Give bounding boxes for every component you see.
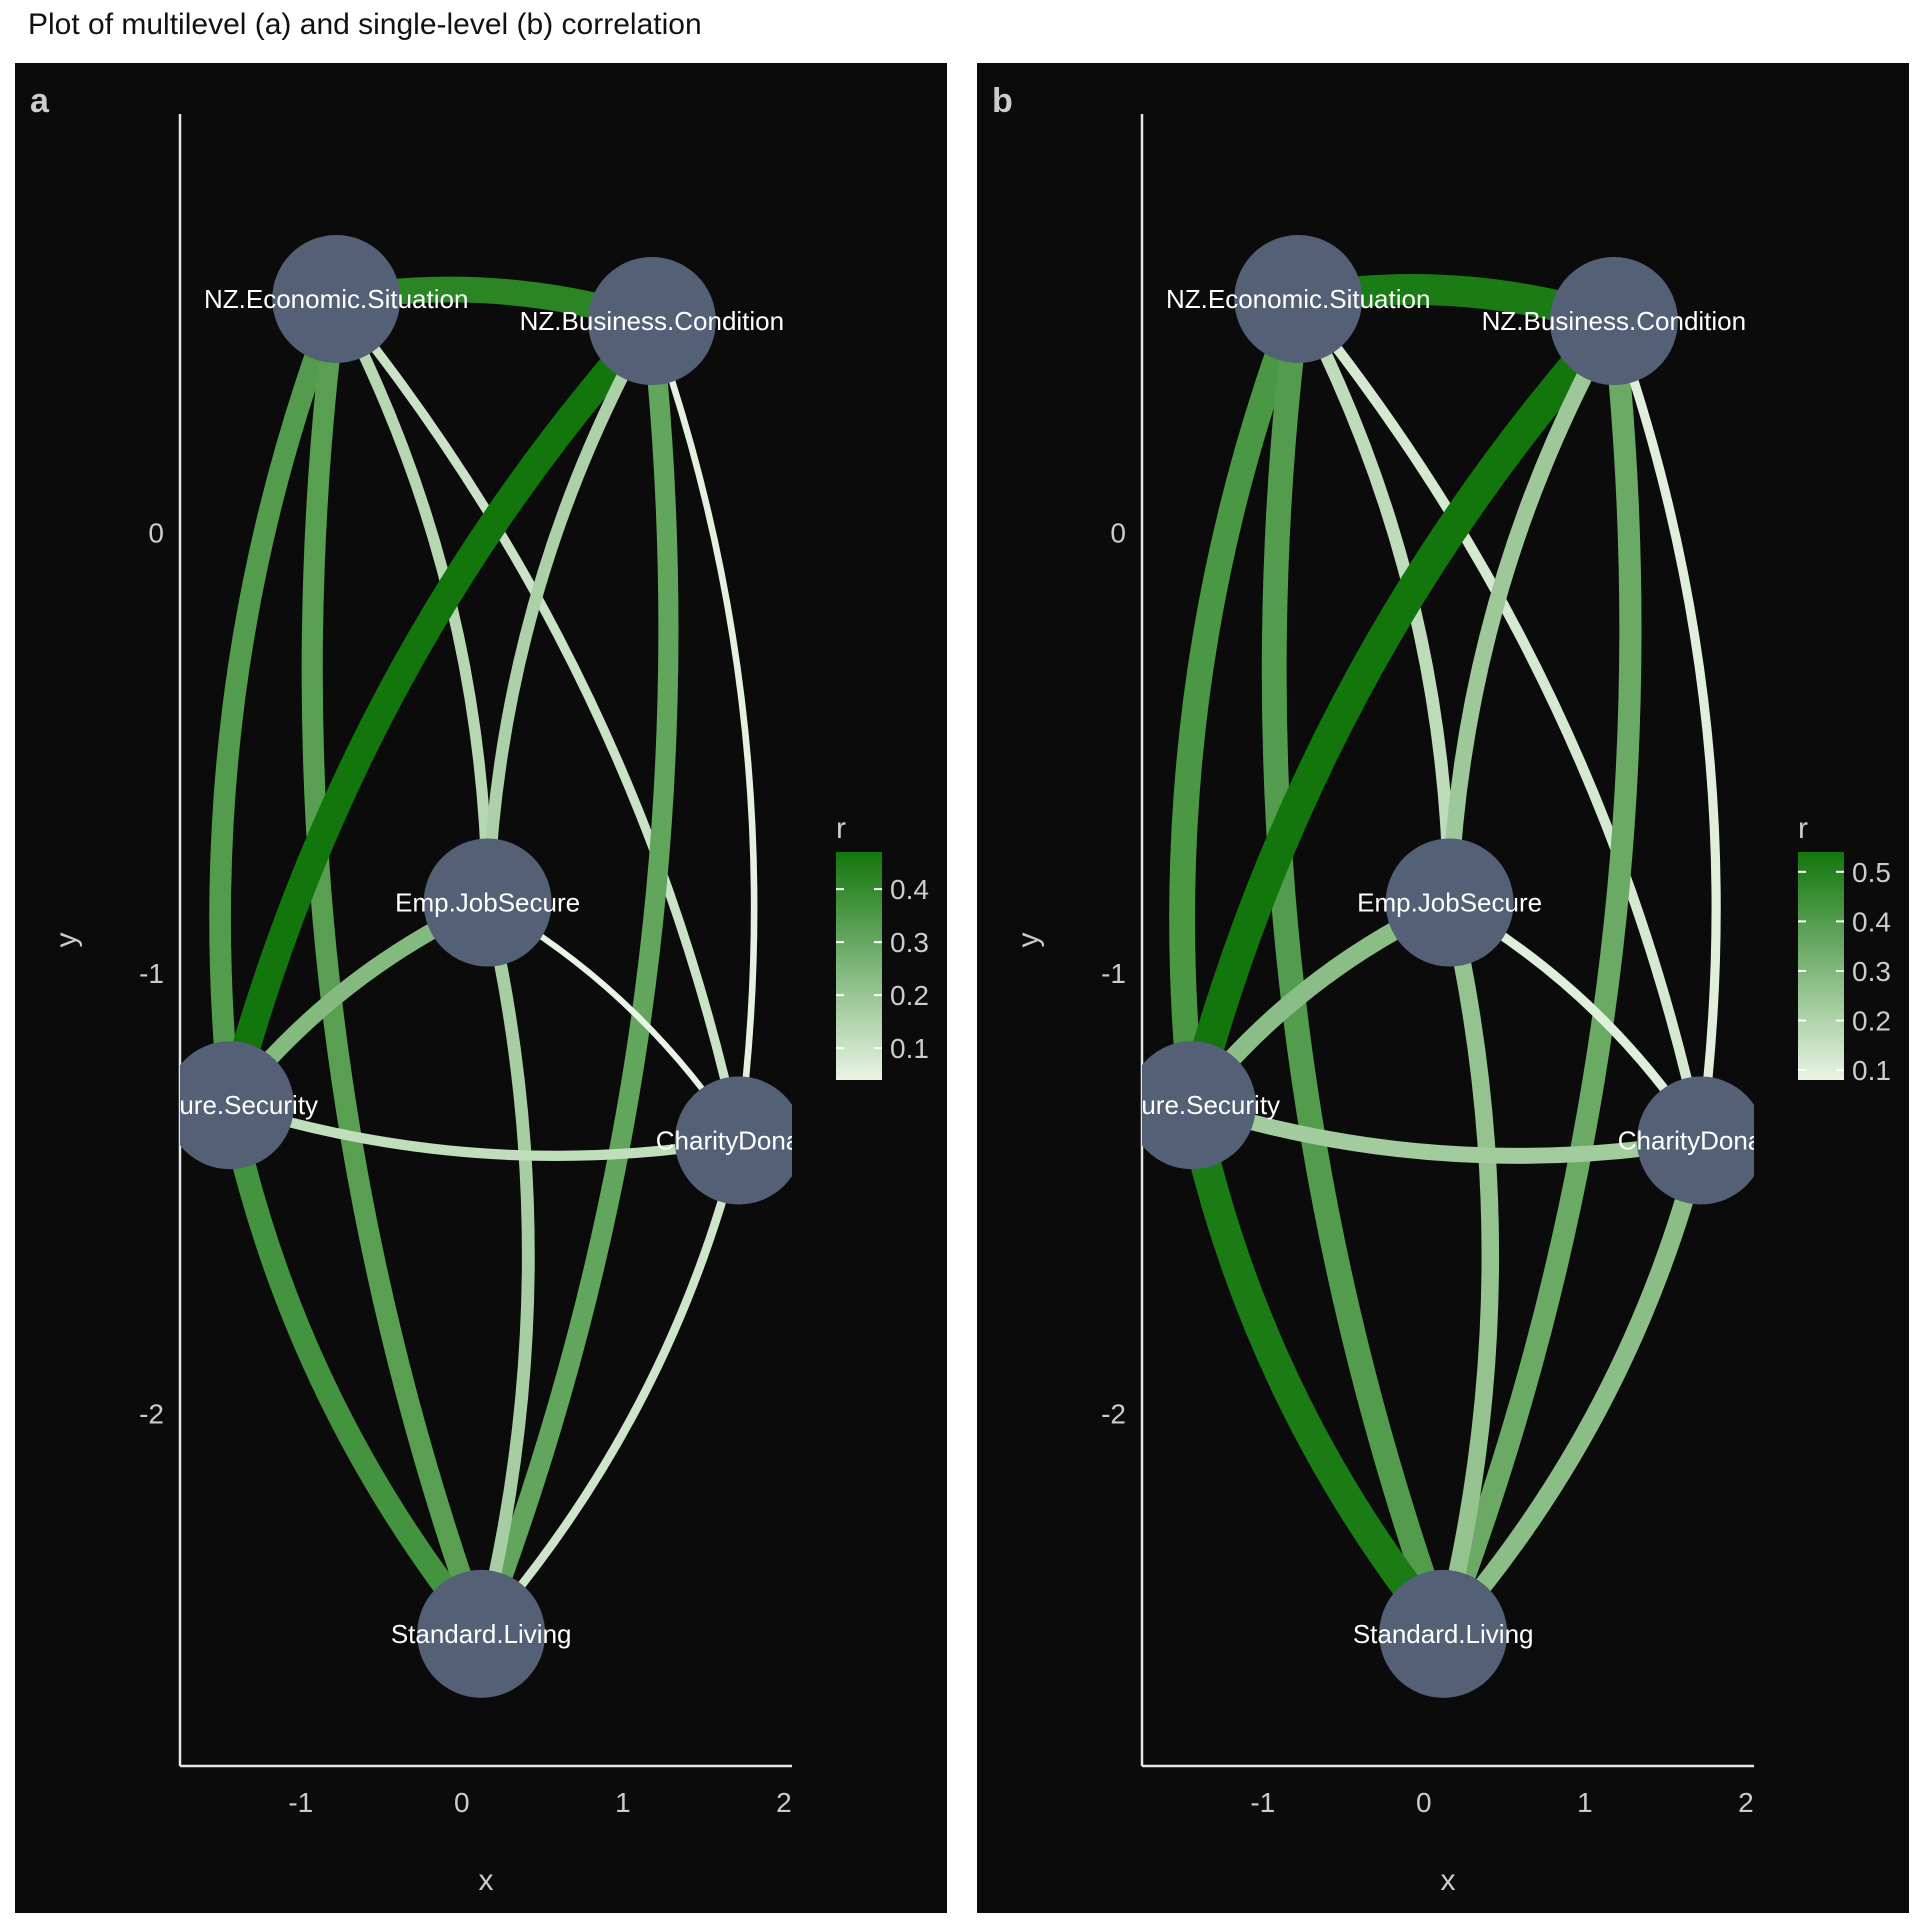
edge-nz-business-condition-future-security <box>215 306 667 1120</box>
node-label: NZ.Economic.Situation <box>1166 284 1430 314</box>
node-nz-business-condition <box>587 257 716 386</box>
figure-title: Plot of multilevel (a) and single-level … <box>28 8 702 41</box>
edge-nz-economic-situation-future-security <box>209 288 348 1117</box>
x-tick-label: 1 <box>1577 1787 1593 1818</box>
node-label: CharityDonate <box>656 1125 822 1155</box>
node-standard-living <box>417 1569 546 1698</box>
node-emp-jobsecure <box>423 838 552 967</box>
y-tick-label: 0 <box>1110 518 1126 549</box>
panel-label: a <box>30 82 50 120</box>
y-axis-label: y <box>50 933 83 948</box>
edge-nz-economic-situation-future-security <box>1169 286 1312 1119</box>
node-label: NZ.Economic.Situation <box>204 284 468 314</box>
node-label: NZ.Business.Condition <box>1482 306 1746 336</box>
node-nz-business-condition <box>1549 257 1678 386</box>
legend-tick-label: 0.4 <box>1852 906 1891 937</box>
edge-nz-business-condition-future-security <box>1175 305 1630 1122</box>
node-nz-economic-situation <box>272 235 401 364</box>
y-axis-label: y <box>1012 933 1045 948</box>
legend-tick-label: 0.2 <box>890 980 929 1011</box>
x-tick-label: -1 <box>1250 1787 1275 1818</box>
edge-nz-business-condition-emp-jobsecure <box>481 314 659 909</box>
edge-future-security-charitydonate <box>1183 1097 1709 1164</box>
y-tick-label: -1 <box>1101 958 1126 989</box>
edge-emp-jobsecure-standard-living <box>474 896 535 1641</box>
edge-charitydonate-standard-living <box>1433 1131 1711 1644</box>
y-tick-label: 0 <box>148 518 164 549</box>
node-label: Future.Security <box>142 1090 318 1120</box>
node-future-security <box>1142 1041 1256 1170</box>
panel-label: b <box>992 82 1013 120</box>
x-axis-label: x <box>1441 1864 1456 1897</box>
legend-tick-label: 0.1 <box>890 1033 929 1064</box>
y-tick-label: -2 <box>1101 1399 1126 1430</box>
x-tick-label: -1 <box>288 1787 313 1818</box>
x-axis-label: x <box>479 1864 494 1897</box>
edge-nz-economic-situation-charitydonate <box>1293 293 1706 1146</box>
edges <box>1169 274 1721 1650</box>
nodes: NZ.Economic.Situation NZ.Business.Conditi… <box>142 235 822 1698</box>
edge-nz-economic-situation-standard-living <box>301 288 492 1645</box>
x-tick-label: 2 <box>776 1787 792 1818</box>
edge-nz-business-condition-standard-living <box>1432 309 1642 1645</box>
legend-title: r <box>836 812 846 845</box>
node-nz-economic-situation <box>1234 235 1363 364</box>
x-tick-label: 1 <box>615 1787 631 1818</box>
panel-b: b -1 0 1 2 0 -1 -2 x y NZ.Economic.Situation NZ.Bus… <box>975 61 1911 1915</box>
node-label: Emp.JobSecure <box>395 888 580 918</box>
node-label: NZ.Business.Condition <box>520 306 784 336</box>
x-tick-label: 2 <box>1738 1787 1754 1818</box>
legend-colorbar <box>836 852 882 1080</box>
legend-tick-label: 0.4 <box>890 874 929 905</box>
node-charitydonate <box>1636 1076 1754 1205</box>
edge-nz-economic-situation-charitydonate <box>331 294 744 1146</box>
node-standard-living <box>1379 1569 1508 1698</box>
edge-nz-business-condition-charitydonate <box>1609 316 1721 1146</box>
y-tick-label: -2 <box>139 1399 164 1430</box>
node-label: Future.Security <box>1104 1090 1280 1120</box>
node-future-security <box>180 1041 294 1170</box>
x-tick-label: 0 <box>454 1787 470 1818</box>
legend: r 0.1 0.2 0.3 0.4 <box>836 812 929 1080</box>
edge-nz-business-condition-emp-jobsecure <box>1441 312 1623 911</box>
x-tick-label: 0 <box>1416 1787 1432 1818</box>
legend: r 0.1 0.2 0.3 0.4 0.5 <box>1798 812 1891 1086</box>
edge-nz-economic-situation-standard-living <box>1261 286 1456 1647</box>
edge-charitydonate-standard-living <box>476 1136 744 1639</box>
node-label: CharityDonate <box>1618 1125 1784 1155</box>
edge-future-security-charitydonate <box>224 1100 744 1162</box>
edge-nz-business-condition-charitydonate <box>648 317 758 1144</box>
nodes: NZ.Economic.Situation NZ.Business.Conditi… <box>1104 235 1784 1698</box>
legend-colorbar <box>1798 852 1844 1080</box>
legend-tick-label: 0.3 <box>890 927 929 958</box>
edge-future-security-standard-living <box>218 1093 493 1646</box>
node-label: Emp.JobSecure <box>1357 888 1542 918</box>
edge-future-security-standard-living <box>1176 1089 1459 1650</box>
legend-tick-label: 0.2 <box>1852 1006 1891 1037</box>
edge-nz-business-condition-standard-living <box>471 310 679 1644</box>
node-emp-jobsecure <box>1385 838 1514 967</box>
node-label: Standard.Living <box>391 1619 572 1649</box>
edge-emp-jobsecure-standard-living <box>1434 893 1500 1643</box>
legend-tick-label: 0.5 <box>1852 857 1891 888</box>
legend-tick-label: 0.1 <box>1852 1055 1891 1086</box>
legend-tick-label: 0.3 <box>1852 956 1891 987</box>
node-charitydonate <box>674 1076 792 1205</box>
panel-a: a -1 0 1 2 0 -1 -2 x y NZ.Economic.Situation NZ.Bus… <box>13 61 949 1915</box>
legend-title: r <box>1798 812 1808 845</box>
y-tick-label: -1 <box>139 958 164 989</box>
node-label: Standard.Living <box>1353 1619 1534 1649</box>
